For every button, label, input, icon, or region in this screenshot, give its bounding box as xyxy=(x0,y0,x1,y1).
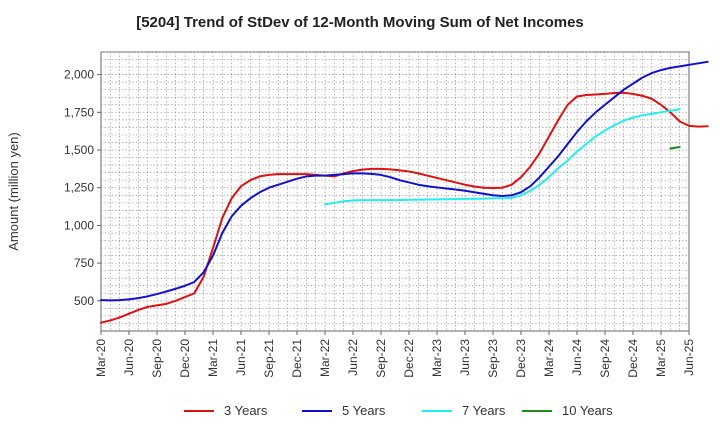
x-tick-label: Dec-23 xyxy=(514,339,528,378)
x-tick-label: Mar-23 xyxy=(430,339,444,377)
y-tick-label: 2,000 xyxy=(64,68,94,82)
y-axis-label: Amount (million yen) xyxy=(6,132,21,251)
series-line-10-years xyxy=(669,146,681,150)
legend-label: 3 Years xyxy=(224,403,268,418)
x-tick-label: Dec-24 xyxy=(626,339,640,378)
series-line-3-years xyxy=(100,91,709,324)
x-tick-label: Dec-21 xyxy=(290,339,304,378)
x-tick-label: Sep-24 xyxy=(598,339,612,378)
x-tick-label: Mar-20 xyxy=(94,339,108,377)
legend-label: 5 Years xyxy=(342,403,386,418)
series-line-5-years xyxy=(100,60,709,302)
x-tick-label: Jun-25 xyxy=(682,339,696,376)
x-tick-label: Mar-21 xyxy=(206,339,220,377)
series-layer xyxy=(100,60,709,324)
y-tick-label: 1,750 xyxy=(64,105,94,119)
y-tick-label: 1,000 xyxy=(64,218,94,232)
y-tick-label: 500 xyxy=(74,294,94,308)
y-tick-label: 1,250 xyxy=(64,181,94,195)
legend: 3 Years 5 Years 7 Years 10 Years xyxy=(184,403,613,418)
axes-layer: 500 750 1,000 1,250 1,500 1,750 2,000 Mar-20 Jun… xyxy=(6,68,696,378)
x-tick-label: Jun-23 xyxy=(458,339,472,376)
x-tick-label: Jun-21 xyxy=(234,339,248,376)
series-line-7-years xyxy=(324,108,681,206)
x-tick-label: Jun-22 xyxy=(346,339,360,376)
x-tick-label: Sep-23 xyxy=(486,339,500,378)
x-tick-label: Mar-22 xyxy=(318,339,332,377)
x-tick-label: Sep-21 xyxy=(262,339,276,378)
x-tick-label: Jun-20 xyxy=(122,339,136,376)
x-tick-label: Jun-24 xyxy=(570,339,584,376)
x-tick-label: Sep-22 xyxy=(374,339,388,378)
x-tick-label: Dec-20 xyxy=(178,339,192,378)
x-tick-label: Mar-24 xyxy=(542,339,556,377)
y-tick-label: 750 xyxy=(74,256,94,270)
legend-label: 7 Years xyxy=(462,403,506,418)
x-tick-label: Sep-20 xyxy=(150,339,164,378)
chart-title: [5204] Trend of StDev of 12-Month Moving… xyxy=(136,14,584,31)
legend-label: 10 Years xyxy=(562,403,613,418)
x-tick-label: Mar-25 xyxy=(654,339,668,377)
y-tick-label: 1,500 xyxy=(64,143,94,157)
x-tick-label: Dec-22 xyxy=(402,339,416,378)
